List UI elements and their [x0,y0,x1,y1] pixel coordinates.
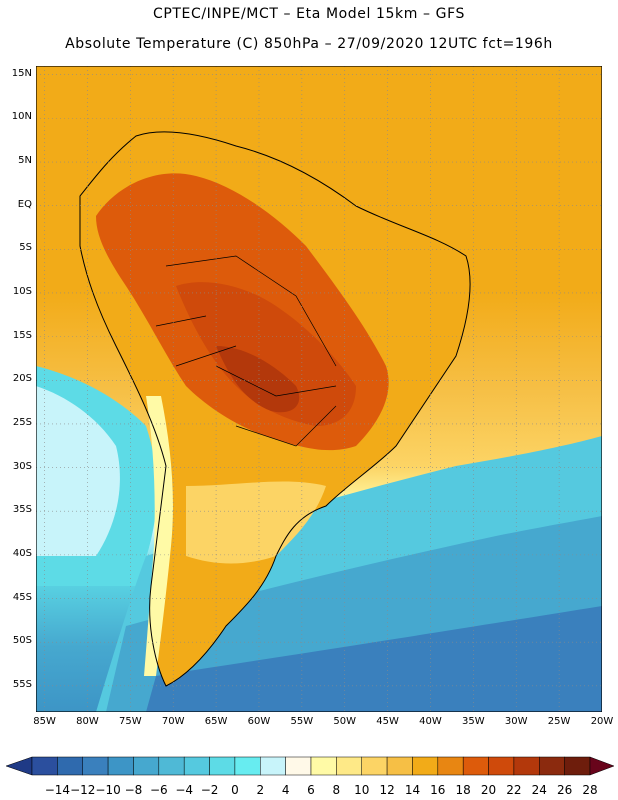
colorbar-swatch [437,756,464,776]
colorbar-swatch [183,756,210,776]
temperature-map [36,66,602,712]
lon-tick-label: 75W [119,716,142,727]
colorbar-label: 12 [379,783,394,797]
lon-tick-label: 55W [290,716,314,727]
lon-tick-label: 45W [376,716,399,727]
colorbar-swatch [564,756,591,776]
lon-tick-label: 25W [547,716,571,727]
pacific-cool-area [36,386,120,556]
lat-tick-label: EQ [17,198,32,210]
colorbar-label: −10 [95,783,120,797]
colorbar-swatch [209,756,236,776]
colorbar-swatch [57,756,83,776]
lon-tick-label: 35W [462,716,485,727]
colorbar-swatch [462,756,489,776]
map-title-line-1: CPTEC/INPE/MCT – Eta Model 15km – GFS [152,6,466,22]
colorbar-label: 14 [405,783,420,797]
lon-tick-label: 60W [247,716,271,727]
colorbar-label: 18 [456,783,471,797]
colorbar-swatch [158,756,185,776]
colorbar-label: −6 [150,783,168,797]
map-title-line-2: Absolute Temperature (C) 850hPa – 27/09/… [65,36,553,52]
colorbar-swatch [386,756,413,776]
colorbar-swatch [412,756,439,776]
colorbar-label: 2 [256,783,264,797]
southern-cone-warm-band [186,481,326,564]
colorbar-swatch [31,756,58,776]
lat-tick-label: 30S [12,460,32,472]
lon-tick-label: 20W [590,716,614,727]
colorbar-label: 8 [333,783,341,797]
lat-tick-label: 20S [12,373,32,385]
colorbar-swatch [285,756,312,776]
colorbar-swatch [336,756,362,776]
lat-tick-label: 5S [19,242,32,254]
colorbar-label: 20 [481,783,496,797]
colorbar-label: 0 [231,783,239,797]
lon-tick-label: 40W [419,716,442,727]
colorbar-swatch [260,756,286,776]
colorbar-label: 16 [430,783,445,797]
colorbar-swatch [361,756,388,776]
lat-tick-label: 45S [12,591,32,603]
colorbar-label: 10 [354,783,369,797]
lon-tick-label: 85W [33,716,56,727]
lon-tick-label: 80W [76,716,99,727]
colorbar-label: 6 [307,783,315,797]
country-borders [155,255,337,447]
colorbar-swatch [234,756,261,776]
colorbar-label: −4 [175,783,193,797]
colorbar-label: −14 [45,783,70,797]
lat-tick-label: 10N [11,111,32,123]
lon-tick-label: 65W [204,716,228,727]
colorbar-swatch [310,756,337,776]
lat-tick-label: 5N [18,155,32,167]
lat-tick-label: 40S [12,547,32,559]
colorbar-swatch [513,756,540,776]
colorbar-label: −8 [125,783,143,797]
lat-tick-label: 15N [11,67,32,79]
colorbar-min-arrow [5,756,33,776]
lat-tick-label: 35S [12,504,32,516]
colorbar-swatch [82,756,109,776]
lat-tick-label: 55S [12,678,32,690]
colorbar-swatch [133,756,160,776]
colorbar-swatch [488,756,515,776]
colorbar-swatch [107,756,134,776]
lat-tick-label: 50S [12,635,32,647]
lat-tick-label: 10S [12,285,32,297]
lat-tick-label: 25S [12,416,32,428]
lon-tick-label: 50W [333,716,357,727]
colorbar-swatch [539,756,565,776]
colorbar-label: 24 [532,783,547,797]
colorbar-label: 22 [506,783,521,797]
colorbar-label: 26 [557,783,572,797]
colorbar-label: −12 [70,783,95,797]
colorbar-label: 28 [582,783,597,797]
lon-tick-label: 30W [504,716,528,727]
far-south-cold-area [146,606,602,712]
lat-tick-label: 15S [12,329,32,341]
lon-tick-label: 70W [161,716,185,727]
colorbar-label: −2 [201,783,219,797]
colorbar-label: 4 [282,783,290,797]
colorbar-max-arrow [589,756,615,776]
colorbar: −14 −12 −10 −8 −6 −4 −2 0 2 4 6 8 10 12 14 16 18 20 22 24 26… [5,756,615,797]
coastline [79,131,471,687]
